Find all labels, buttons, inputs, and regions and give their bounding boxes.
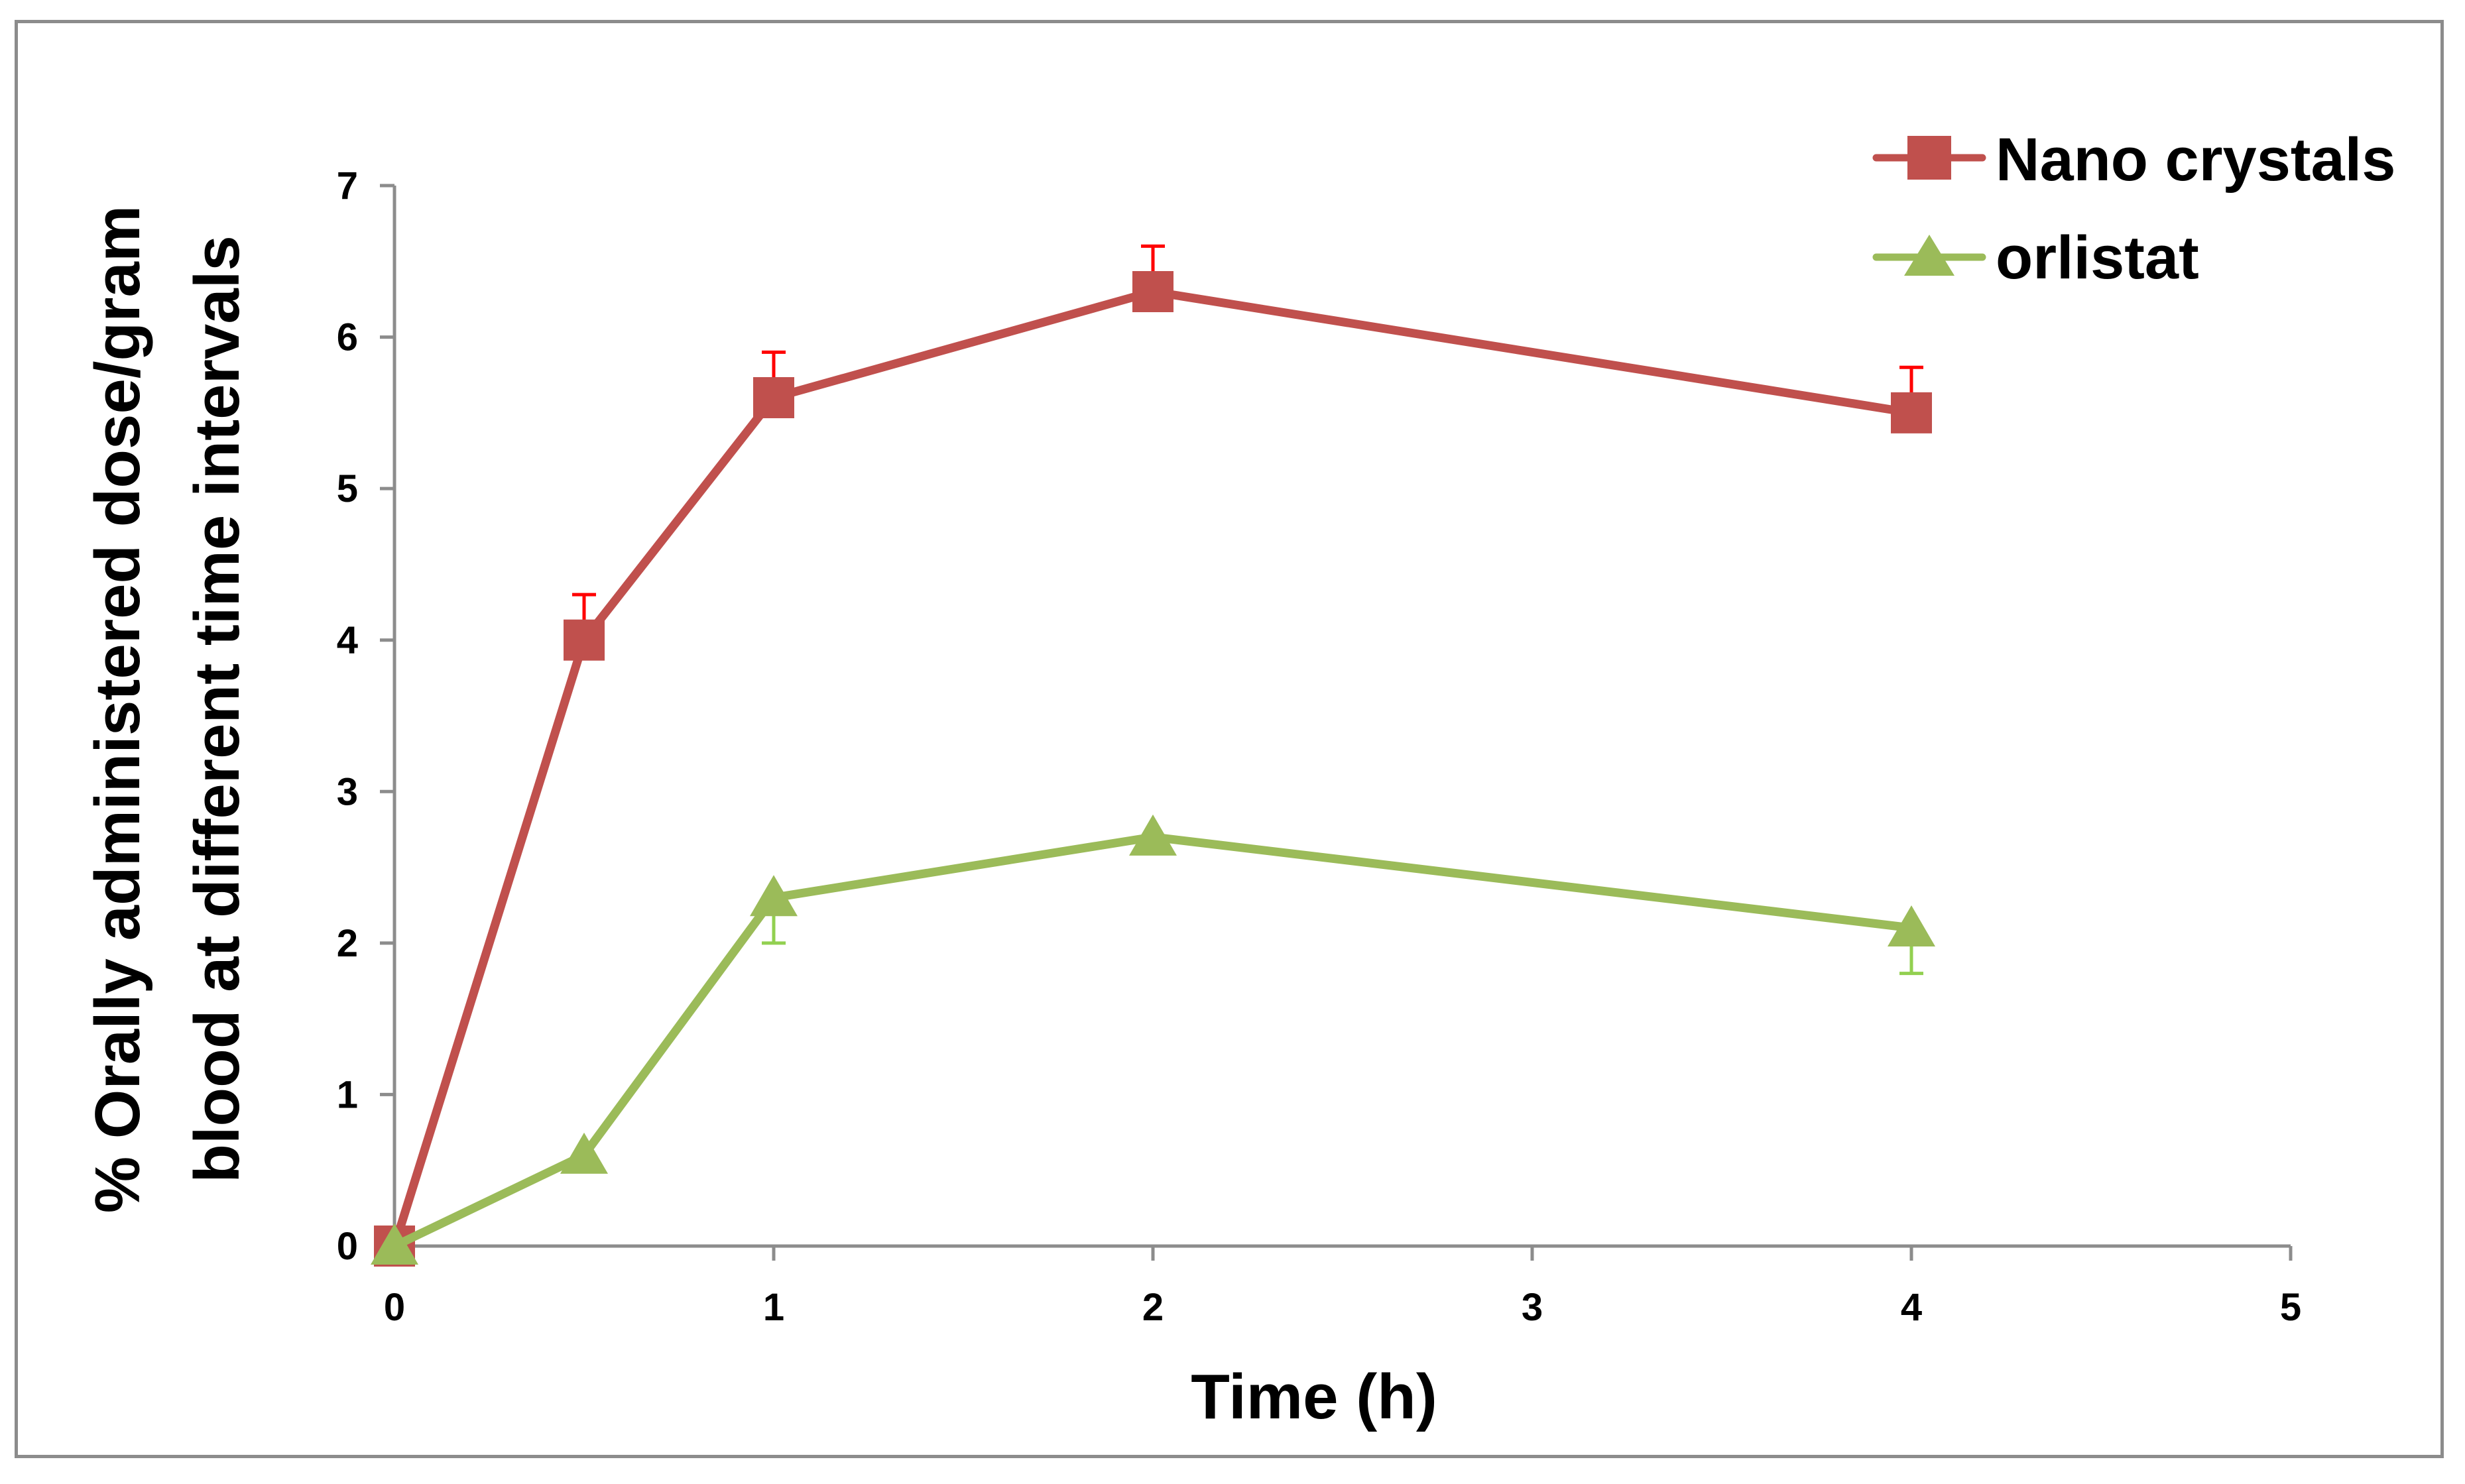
y-axis-title: % Orally administered dose/gram blood at… bbox=[82, 205, 253, 1214]
legend-marker-orlistat bbox=[1904, 235, 1954, 276]
x-axis-ticks: 0 1 2 3 4 5 bbox=[384, 1246, 2301, 1329]
legend-label-orlistat: orlistat bbox=[1996, 224, 2199, 292]
legend-label-nano-crystals: Nano crystals bbox=[1996, 126, 2395, 194]
x-tick-label: 5 bbox=[2280, 1286, 2301, 1329]
y-tick-label: 4 bbox=[337, 619, 358, 662]
legend: Nano crystals orlistat bbox=[1872, 126, 2395, 292]
data-point bbox=[753, 377, 794, 418]
x-tick-label: 3 bbox=[1522, 1286, 1543, 1329]
data-point bbox=[1888, 905, 1935, 946]
y-axis-title-line-1: % Orally administered dose/gram bbox=[82, 205, 153, 1214]
y-tick-label: 0 bbox=[337, 1225, 358, 1268]
x-tick-label: 4 bbox=[1901, 1286, 1922, 1329]
x-tick-label: 0 bbox=[384, 1286, 405, 1329]
legend-marker-nano-crystals bbox=[1907, 136, 1951, 180]
series-nano-crystals bbox=[374, 244, 1932, 1267]
x-tick-label: 2 bbox=[1142, 1286, 1164, 1329]
y-tick-label: 6 bbox=[337, 316, 358, 359]
data-point bbox=[560, 1132, 608, 1174]
data-point bbox=[564, 619, 605, 661]
data-point bbox=[1891, 392, 1932, 433]
data-point bbox=[1132, 271, 1173, 312]
data-point bbox=[371, 1224, 418, 1265]
legend-item-orlistat: orlistat bbox=[1872, 224, 2199, 292]
x-tick-label: 1 bbox=[763, 1286, 784, 1329]
y-tick-label: 2 bbox=[337, 922, 358, 965]
series-line-orlistat bbox=[390, 832, 1916, 1251]
legend-item-nano-crystals: Nano crystals bbox=[1872, 126, 2395, 194]
series-orlistat bbox=[371, 814, 1935, 1265]
data-point bbox=[750, 875, 798, 917]
y-tick-label: 5 bbox=[337, 467, 358, 510]
axes bbox=[392, 186, 2291, 1248]
chart-frame bbox=[15, 20, 2444, 1458]
y-tick-label: 7 bbox=[337, 164, 358, 207]
y-axis-ticks: 0 1 2 3 4 5 6 7 bbox=[337, 164, 394, 1268]
data-point bbox=[1129, 814, 1177, 856]
y-axis-title-line-2: blood at different time intervals bbox=[182, 235, 253, 1183]
y-tick-label: 3 bbox=[337, 770, 358, 813]
series-layer bbox=[371, 244, 1935, 1267]
x-axis-title: Time (h) bbox=[1191, 1361, 1437, 1432]
y-tick-label: 1 bbox=[337, 1073, 358, 1116]
